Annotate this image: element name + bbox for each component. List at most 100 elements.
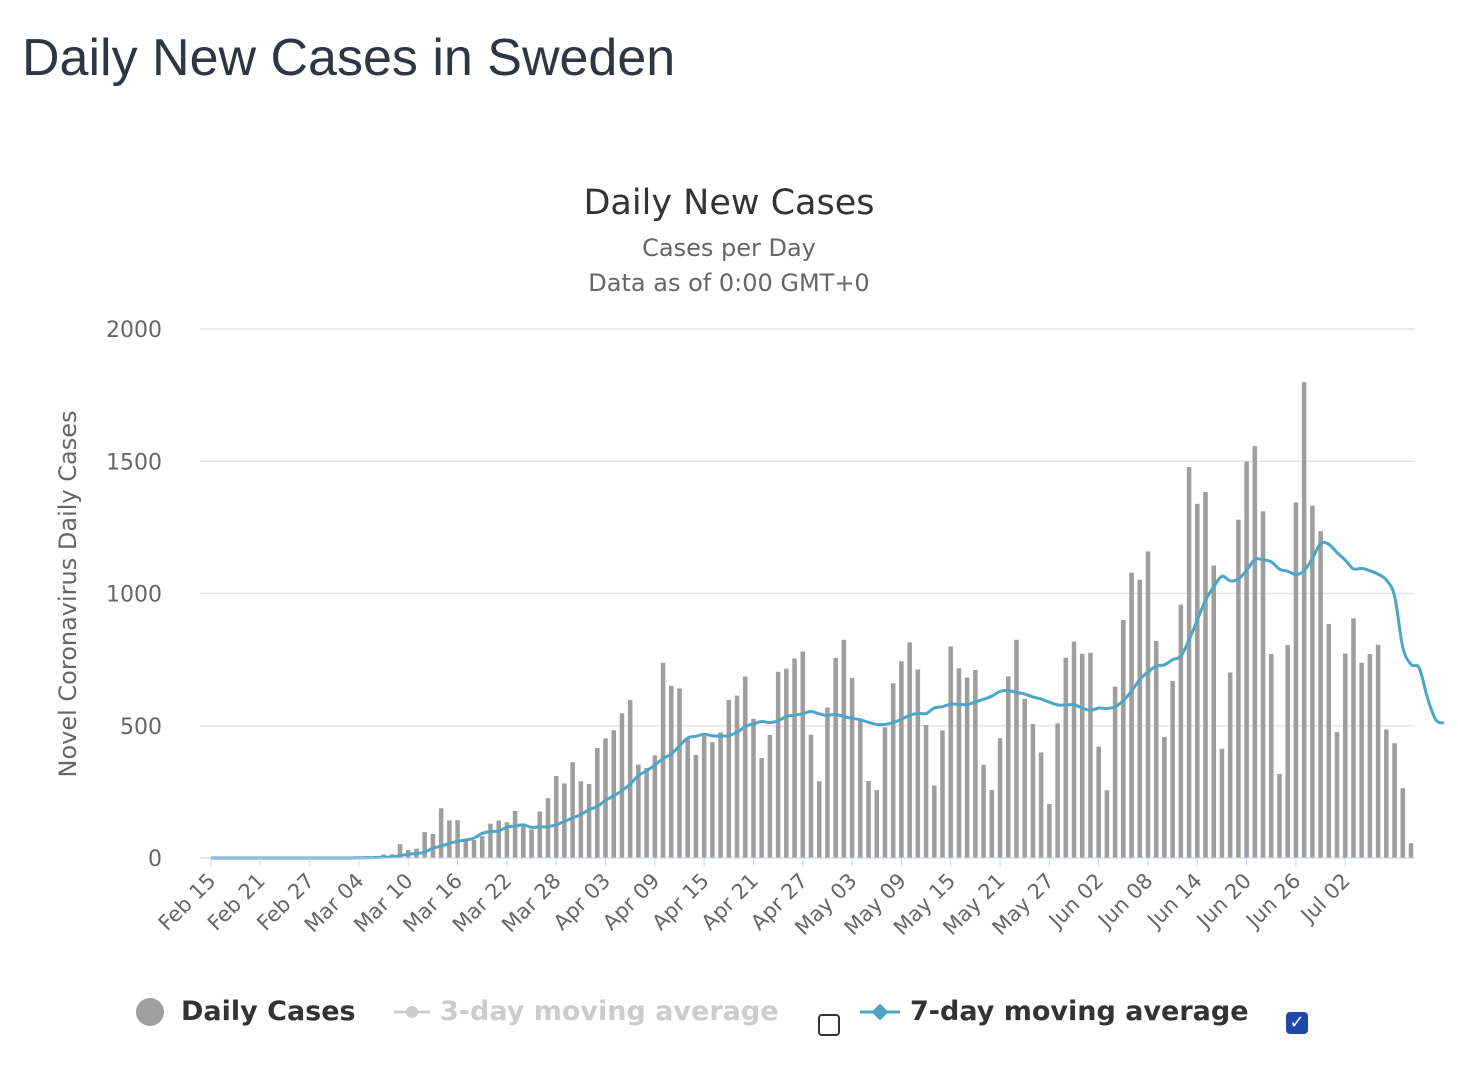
bar-daily-cases[interactable] xyxy=(627,700,633,858)
checkbox-7-day-average[interactable]: ✓ xyxy=(1286,1012,1308,1034)
bar-daily-cases[interactable] xyxy=(1071,641,1077,858)
bar-daily-cases[interactable] xyxy=(710,742,715,858)
bar-daily-cases[interactable] xyxy=(595,747,600,858)
bar-daily-cases[interactable] xyxy=(751,718,756,858)
bar-daily-cases[interactable] xyxy=(496,820,501,858)
bar-daily-cases[interactable] xyxy=(981,764,986,858)
bar-daily-cases[interactable] xyxy=(660,662,666,858)
bar-daily-cases[interactable] xyxy=(1260,511,1266,858)
bar-daily-cases[interactable] xyxy=(471,840,477,858)
bar-daily-cases[interactable] xyxy=(529,829,534,858)
bar-daily-cases[interactable] xyxy=(422,832,427,858)
bar-daily-cases[interactable] xyxy=(1219,748,1225,858)
line-7-day-moving-average[interactable] xyxy=(210,540,1445,860)
bar-daily-cases[interactable] xyxy=(1236,519,1241,858)
bar-daily-cases[interactable] xyxy=(1055,723,1060,858)
bar-daily-cases[interactable] xyxy=(800,651,806,858)
bar-daily-cases[interactable] xyxy=(685,738,690,858)
bar-daily-cases[interactable] xyxy=(603,738,608,858)
bar-daily-cases[interactable] xyxy=(447,820,452,858)
bar-daily-cases[interactable] xyxy=(1301,382,1307,858)
bar-daily-cases[interactable] xyxy=(964,677,970,858)
bar-daily-cases[interactable] xyxy=(948,646,953,858)
bar-daily-cases[interactable] xyxy=(1129,572,1134,858)
bar-daily-cases[interactable] xyxy=(1162,736,1167,858)
bar-daily-cases[interactable] xyxy=(1203,491,1208,858)
bar-daily-cases[interactable] xyxy=(874,790,880,858)
bar-daily-cases[interactable] xyxy=(693,754,699,858)
bar-daily-cases[interactable] xyxy=(1367,654,1373,858)
bar-daily-cases[interactable] xyxy=(537,811,543,858)
bar-daily-cases[interactable] xyxy=(1318,531,1323,858)
bar-daily-cases[interactable] xyxy=(479,836,485,858)
legend-item-7-day-average[interactable]: 7-day moving average xyxy=(860,996,1249,1027)
bar-daily-cases[interactable] xyxy=(1244,461,1249,858)
bar-daily-cases[interactable] xyxy=(899,661,904,858)
bar-daily-cases[interactable] xyxy=(940,730,945,858)
bar-daily-cases[interactable] xyxy=(1227,672,1233,858)
bar-daily-cases[interactable] xyxy=(1088,652,1093,858)
bar-daily-cases[interactable] xyxy=(586,783,592,858)
bar-daily-cases[interactable] xyxy=(1063,657,1069,858)
bar-daily-cases[interactable] xyxy=(1375,644,1381,858)
legend-item-3-day-average[interactable]: 3-day moving average xyxy=(394,996,779,1027)
bar-daily-cases[interactable] xyxy=(1121,619,1126,858)
bar-daily-cases[interactable] xyxy=(1252,446,1258,858)
bar-daily-cases[interactable] xyxy=(775,671,781,858)
bar-daily-cases[interactable] xyxy=(430,833,436,858)
bar-daily-cases[interactable] xyxy=(1047,804,1052,858)
bar-daily-cases[interactable] xyxy=(504,822,510,858)
bar-daily-cases[interactable] xyxy=(866,781,871,858)
bar-daily-cases[interactable] xyxy=(932,785,937,858)
bar-daily-cases[interactable] xyxy=(636,764,641,858)
bar-daily-cases[interactable] xyxy=(784,668,789,858)
bar-daily-cases[interactable] xyxy=(1359,662,1364,858)
bar-daily-cases[interactable] xyxy=(767,735,773,858)
bar-daily-cases[interactable] xyxy=(1186,467,1192,858)
bar-daily-cases[interactable] xyxy=(652,755,658,858)
bar-daily-cases[interactable] xyxy=(989,790,995,858)
bar-daily-cases[interactable] xyxy=(1351,618,1356,858)
bar-daily-cases[interactable] xyxy=(1153,640,1159,858)
legend-item-daily-cases[interactable]: Daily Cases xyxy=(135,996,356,1027)
bar-daily-cases[interactable] xyxy=(792,658,797,858)
bar-daily-cases[interactable] xyxy=(726,699,732,858)
bar-daily-cases[interactable] xyxy=(1293,502,1299,858)
bar-daily-cases[interactable] xyxy=(1096,746,1101,858)
bar-daily-cases[interactable] xyxy=(512,810,518,858)
bar-daily-cases[interactable] xyxy=(1178,604,1184,858)
bar-daily-cases[interactable] xyxy=(578,781,584,858)
bar-daily-cases[interactable] xyxy=(1195,503,1200,858)
bar-daily-cases[interactable] xyxy=(1030,723,1036,858)
bar-daily-cases[interactable] xyxy=(915,669,921,858)
bar-daily-cases[interactable] xyxy=(1006,676,1011,858)
bar-daily-cases[interactable] xyxy=(1400,788,1406,858)
bar-daily-cases[interactable] xyxy=(923,724,929,858)
bar-daily-cases[interactable] xyxy=(1277,773,1282,858)
bar-daily-cases[interactable] xyxy=(1038,752,1044,858)
bar-daily-cases[interactable] xyxy=(718,732,723,858)
bar-daily-cases[interactable] xyxy=(841,639,847,858)
bar-daily-cases[interactable] xyxy=(734,695,740,858)
bar-daily-cases[interactable] xyxy=(956,668,962,858)
bar-daily-cases[interactable] xyxy=(1014,639,1019,858)
bar-daily-cases[interactable] xyxy=(907,642,912,858)
bar-daily-cases[interactable] xyxy=(1022,698,1027,858)
checkbox-3-day-average[interactable] xyxy=(818,1014,840,1036)
bar-series-daily-cases[interactable] xyxy=(323,382,1414,858)
bar-daily-cases[interactable] xyxy=(849,677,855,858)
bar-daily-cases[interactable] xyxy=(669,685,674,858)
bar-daily-cases[interactable] xyxy=(1112,686,1118,858)
bar-daily-cases[interactable] xyxy=(677,688,682,858)
bar-daily-cases[interactable] xyxy=(882,727,888,858)
bar-daily-cases[interactable] xyxy=(1342,653,1348,858)
bar-daily-cases[interactable] xyxy=(1392,743,1397,858)
bar-daily-cases[interactable] xyxy=(488,823,493,858)
bar-daily-cases[interactable] xyxy=(1326,623,1332,858)
bar-daily-cases[interactable] xyxy=(644,768,649,858)
bar-daily-cases[interactable] xyxy=(1334,732,1340,858)
bar-daily-cases[interactable] xyxy=(397,844,403,858)
bar-daily-cases[interactable] xyxy=(1104,790,1110,858)
bar-daily-cases[interactable] xyxy=(1408,843,1414,858)
bar-daily-cases[interactable] xyxy=(1269,654,1274,858)
